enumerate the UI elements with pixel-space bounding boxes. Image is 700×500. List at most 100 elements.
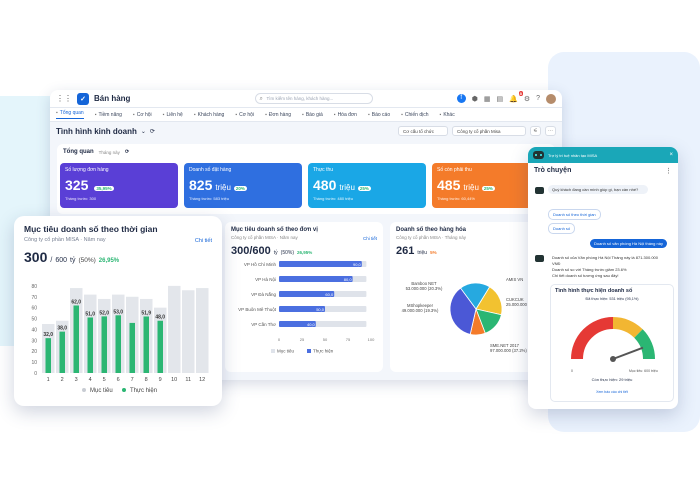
gauge-remaining: Còn thực hiện: 29 triệu bbox=[591, 377, 633, 382]
search-input[interactable]: Tìm kiếm tên hàng, khách hàng... bbox=[255, 93, 374, 104]
kpi-label: Số lượng đơn hàng bbox=[65, 167, 109, 173]
x-tick-label: 10 bbox=[171, 377, 177, 383]
gauge-done: Đã thực hiện: 531 triệu (95,1%) bbox=[585, 297, 639, 301]
tab-icon: ▪ bbox=[132, 111, 135, 118]
more-icon[interactable]: ⋮ bbox=[665, 168, 672, 175]
legend-dot bbox=[122, 388, 126, 392]
overview-period[interactable]: Tháng này bbox=[98, 149, 120, 155]
robot-icon bbox=[533, 151, 544, 159]
gauge-segment bbox=[571, 317, 614, 360]
tab-label: Tiềm năng bbox=[98, 111, 122, 118]
x-tick-label: 2 bbox=[61, 377, 64, 383]
tab-7[interactable]: ▪ Báo giá bbox=[302, 112, 323, 118]
tab-0[interactable]: ▪ Tổng quan bbox=[56, 110, 84, 119]
unit-progress-pct: (50%) bbox=[280, 250, 294, 256]
slice-name: AMIS VN bbox=[506, 277, 523, 282]
bar-value-label: 80,0 bbox=[344, 277, 353, 282]
tab-3[interactable]: ▪ Liên hệ bbox=[163, 112, 183, 118]
slice-value: 53.000.000 (20.3%) bbox=[406, 286, 443, 291]
y-tick-label: 0 bbox=[34, 371, 37, 377]
kpi-pct: 20% bbox=[233, 186, 247, 191]
bar-label: VP Hồ Chí Minh bbox=[244, 262, 277, 267]
chevron-down-icon[interactable]: ⌄ bbox=[140, 128, 146, 135]
gauge-segment bbox=[633, 329, 655, 360]
tab-2[interactable]: ▪ Cơ hội bbox=[133, 112, 152, 118]
overview-title: Tổng quan bbox=[63, 149, 94, 155]
bar-target bbox=[182, 290, 195, 373]
tab-4[interactable]: ▪ Khách hàng bbox=[194, 112, 224, 118]
kpi-card[interactable]: Thực thu 480 triệu 25% Tháng trước: 480 tr… bbox=[308, 163, 426, 208]
y-tick-label: 20 bbox=[31, 349, 37, 355]
x-tick-label: 7 bbox=[131, 377, 134, 383]
tab-icon: ▪ bbox=[162, 111, 165, 118]
filter-icon[interactable]: ⚟ bbox=[530, 126, 541, 136]
company-select[interactable]: Công ty cổ phần Misa bbox=[452, 126, 526, 136]
bar-actual bbox=[279, 276, 353, 282]
slice-value: 25.000.000 bbox=[506, 302, 528, 307]
gauge-card: Tình hình thực hiện doanh số Đã thực hiệ… bbox=[550, 284, 674, 402]
tab-8[interactable]: ▪ Hóa đơn bbox=[334, 112, 357, 118]
slice-value: 97.000.000 (37.2%) bbox=[490, 348, 527, 353]
x-tick-label: 4 bbox=[89, 377, 92, 383]
progress-target: 600 bbox=[55, 257, 67, 264]
tab-label: Đơn hàng bbox=[268, 111, 292, 118]
kpi-card[interactable]: Doanh số đặt hàng 825 triệu 20% Tháng trướ… bbox=[184, 163, 302, 208]
detail-link[interactable]: Chi tiết bbox=[194, 238, 212, 244]
tab-6[interactable]: ▪ Đơn hàng bbox=[265, 112, 291, 118]
x-tick-label: 1 bbox=[47, 377, 50, 383]
growth-value: 26,95% bbox=[98, 258, 120, 264]
top-bar: ⋮⋮ ✓ Bán hàng Tìm kiếm tên hàng, khách h… bbox=[50, 90, 562, 108]
progress-unit: tỷ bbox=[70, 257, 76, 264]
nav-bar: ▪ Tổng quan ▪ Tiềm năng ▪ Cơ hội ▪ Liên hệ ▪ Khác… bbox=[50, 108, 562, 122]
box-icon[interactable]: ⬢ bbox=[471, 95, 478, 103]
kpi-card[interactable]: Số lượng đơn hàng 325 35,95% Tháng trước:… bbox=[60, 163, 178, 208]
tab-icon: ▪ bbox=[235, 111, 238, 118]
tab-label: Khách hàng bbox=[197, 111, 225, 118]
x-tick-label: 6 bbox=[117, 377, 120, 383]
tab-label: Liên hệ bbox=[166, 111, 183, 118]
bar-actual bbox=[279, 321, 316, 327]
assistant-name: Trợ lý trí tuệ nhân tạo MISA bbox=[548, 152, 598, 158]
notification-icon[interactable]: 🔔 8 bbox=[509, 90, 523, 103]
tab-1[interactable]: ▪ Tiềm năng bbox=[95, 112, 122, 118]
tab-label: Chiến dịch bbox=[404, 111, 429, 118]
avatar[interactable] bbox=[546, 93, 556, 104]
org-select[interactable]: Cơ cấu tổ chức bbox=[398, 126, 448, 136]
legend-label: Thực hiện bbox=[130, 388, 157, 394]
axis-tick: 0 bbox=[278, 337, 281, 342]
app-logo-icon: ✓ bbox=[77, 92, 89, 105]
refresh-icon[interactable]: ⟳ bbox=[149, 128, 155, 135]
close-icon[interactable]: × bbox=[669, 152, 673, 158]
facebook-icon[interactable]: f bbox=[456, 94, 466, 103]
bar-actual bbox=[101, 316, 107, 373]
data-label: 38,0 bbox=[57, 326, 67, 332]
kpi-label: Thực thu bbox=[313, 167, 334, 173]
panel-subtitle: Công ty cổ phần MISA · Năm nay bbox=[231, 235, 298, 240]
unit-target-panel: Mục tiêu doanh số theo đơn vị Công ty cổ… bbox=[225, 222, 383, 372]
report-link[interactable]: Xem báo cáo chi tiết bbox=[596, 390, 628, 394]
more-icon[interactable]: ⋯ bbox=[545, 126, 556, 136]
kpi-label: Doanh số đặt hàng bbox=[189, 167, 232, 173]
detail-link[interactable]: Chi tiết bbox=[362, 236, 377, 241]
suggestion-chip[interactable]: Doanh số bbox=[548, 223, 576, 234]
app-grid-icon[interactable]: ⋮⋮ bbox=[56, 94, 72, 103]
refresh-icon[interactable]: ⟳ bbox=[124, 149, 130, 155]
robot-icon bbox=[535, 255, 544, 262]
tab-5[interactable]: ▪ Cơ hội bbox=[235, 112, 254, 118]
tab-10[interactable]: ▪ Chiến dịch bbox=[401, 112, 428, 118]
shop-icon[interactable]: ▦ bbox=[483, 95, 491, 103]
gear-icon[interactable]: ⚙ bbox=[523, 95, 531, 103]
tab-9[interactable]: ▪ Báo cáo bbox=[368, 112, 390, 118]
help-icon[interactable]: ? bbox=[536, 95, 540, 102]
kpi-prev: Tháng trước: 300 bbox=[65, 196, 97, 201]
bar-label: VP Hà Nội bbox=[255, 277, 276, 282]
kpi-unit: triệu bbox=[463, 183, 479, 192]
slice-name: MShopkeeper bbox=[407, 303, 434, 308]
calendar-icon[interactable]: ▤ bbox=[496, 95, 504, 103]
suggestion-chip[interactable]: Doanh số theo thời gian bbox=[548, 209, 601, 220]
tab-label: Báo giá bbox=[305, 111, 323, 118]
tab-label: Khác bbox=[443, 111, 455, 118]
tab-11[interactable]: ▪ Khác bbox=[440, 112, 455, 118]
bar-actual bbox=[157, 320, 163, 373]
kpi-pct: 35,95% bbox=[94, 186, 114, 191]
